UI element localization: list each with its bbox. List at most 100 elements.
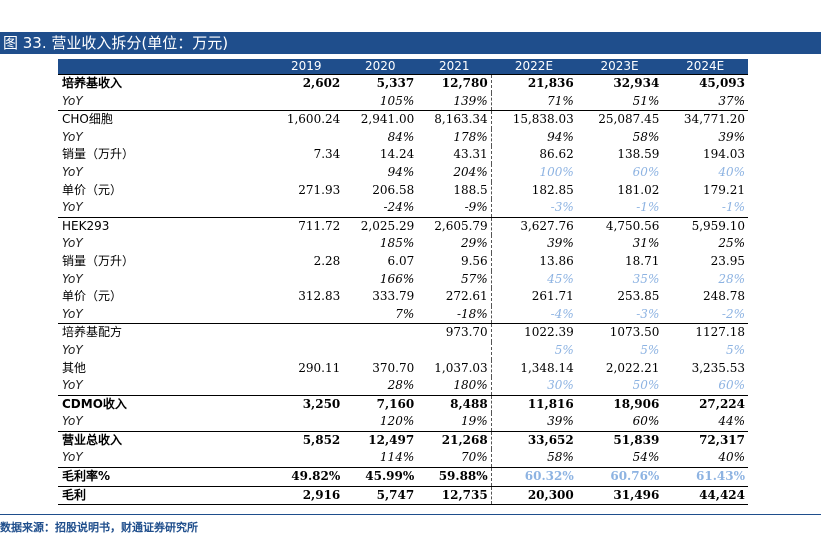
row-label: YoY bbox=[62, 450, 83, 465]
header-cell: 2019 bbox=[269, 59, 344, 75]
table-cell: 45.99% bbox=[343, 467, 418, 487]
table-cell: 57% bbox=[417, 270, 492, 289]
table-cell: 1,037.03 bbox=[417, 359, 492, 378]
row-label: CDMO收入 bbox=[58, 394, 270, 414]
table-row: CHO细胞 1,600.24 2,941.00 8,163.34 15,838.03 25… bbox=[58, 110, 748, 129]
table-cell: 18.71 bbox=[624, 253, 660, 268]
table-cell: 28% bbox=[387, 378, 415, 393]
table-cell: 2,022.21 bbox=[605, 360, 660, 375]
table-cell: 27,224 bbox=[662, 394, 748, 414]
table-row: YoY 166% 57% 45% 35% 28% bbox=[58, 270, 748, 289]
table-cell: -3% bbox=[550, 200, 574, 215]
table-cell: 23.95 bbox=[710, 253, 745, 268]
table-cell: 60% bbox=[632, 164, 660, 179]
table-cell: 180% bbox=[417, 377, 492, 396]
table-cell: 711.72 bbox=[269, 216, 344, 236]
table-cell: 272.61 bbox=[417, 288, 492, 306]
table-cell: 54% bbox=[632, 450, 660, 465]
table-row: 其他 290.11 370.70 1,037.03 1,348.14 2,022.21 3,… bbox=[58, 359, 748, 378]
table-cell: -4% bbox=[550, 306, 574, 321]
table-cell: 204% bbox=[417, 163, 492, 182]
table-cell: -2% bbox=[721, 306, 745, 321]
table-row: 销量（万升） 2.28 6.07 9.56 13.86 18.71 23.95 bbox=[58, 252, 748, 271]
table-cell: 39% bbox=[547, 236, 574, 251]
table-cell: 1,348.14 bbox=[520, 360, 574, 375]
table-cell: 2.28 bbox=[313, 253, 341, 268]
table-cell bbox=[269, 271, 343, 289]
table-cell: 114% bbox=[379, 450, 415, 465]
table-row: CDMO收入 3,250 7,160 8,488 11,816 18,906 27,224 bbox=[58, 394, 748, 414]
table-cell: 182.85 bbox=[531, 182, 574, 197]
row-label: YoY bbox=[62, 236, 83, 251]
table-cell: 58% bbox=[632, 129, 660, 144]
table-cell: 51,839 bbox=[576, 430, 663, 450]
row-label: YoY bbox=[62, 342, 83, 357]
row-label: 毛利 bbox=[58, 485, 270, 506]
row-label: 销量（万升） bbox=[62, 253, 135, 268]
table-cell: 253.85 bbox=[617, 289, 660, 304]
table-cell: 7.34 bbox=[313, 147, 341, 162]
table-cell: 39% bbox=[718, 129, 745, 144]
table-cell: -1% bbox=[721, 200, 745, 215]
row-label: YoY bbox=[62, 378, 83, 393]
table-row: YoY 105% 139% 71% 51% 37% bbox=[58, 92, 748, 111]
table-cell: 60% bbox=[632, 414, 660, 429]
table-row: YoY 120% 19% 39% 60% 44% bbox=[58, 413, 748, 432]
table-cell: 84% bbox=[387, 129, 415, 144]
table-row: YoY 7% -18% -4% -3% -2% bbox=[58, 305, 748, 324]
table-cell bbox=[269, 129, 343, 147]
table-cell: 61.43% bbox=[662, 467, 748, 487]
table-cell: -9% bbox=[417, 199, 492, 218]
table-cell: 94% bbox=[387, 164, 415, 179]
table-cell: 206.58 bbox=[372, 182, 415, 197]
bottom-divider bbox=[0, 514, 821, 515]
table-cell: 14.24 bbox=[379, 147, 415, 162]
table-cell: 6.07 bbox=[387, 253, 415, 268]
table-cell: 45% bbox=[547, 271, 574, 286]
table-cell: 21,268 bbox=[417, 430, 492, 450]
table-header-row: 2019 2020 2021 2022E 2023E 2024E bbox=[58, 59, 748, 75]
table-row: YoY 28% 180% 30% 50% 60% bbox=[58, 377, 748, 396]
table-cell: 34,771.20 bbox=[662, 110, 748, 129]
table-cell: 45,093 bbox=[662, 73, 748, 93]
row-label: 营业总收入 bbox=[58, 430, 270, 450]
row-label: 培养基收入 bbox=[58, 73, 270, 93]
table-cell: 31,496 bbox=[576, 485, 663, 506]
table-cell: 60.32% bbox=[491, 467, 577, 487]
table-cell: 139% bbox=[417, 92, 492, 111]
table-cell bbox=[269, 235, 343, 253]
table-cell: 178% bbox=[417, 128, 492, 147]
row-label: 单价（元） bbox=[62, 289, 123, 304]
table-cell bbox=[269, 164, 343, 182]
table-cell: 2,605.79 bbox=[417, 216, 492, 236]
table-cell: 59.88% bbox=[417, 467, 492, 487]
table-cell: 2,916 bbox=[269, 485, 344, 506]
header-cell: 2021 bbox=[417, 59, 492, 75]
row-label: YoY bbox=[62, 164, 83, 179]
table-cell: 3,627.76 bbox=[491, 216, 577, 236]
table-cell bbox=[269, 199, 343, 217]
table-row: 单价（元） 271.93 206.58 188.5 182.85 181.02 179.21 bbox=[58, 181, 748, 200]
table-cell: -18% bbox=[417, 305, 492, 324]
table-cell: 49.82% bbox=[269, 467, 344, 487]
table-cell: -3% bbox=[636, 306, 660, 321]
table-row: 毛利率% 49.82% 45.99% 59.88% 60.32% 60.76% 61.43% bbox=[58, 467, 748, 487]
table-cell: 7,160 bbox=[343, 394, 418, 414]
table-cell: 37% bbox=[718, 93, 745, 108]
table-row: YoY 185% 29% 39% 31% 25% bbox=[58, 235, 748, 253]
table-cell: 11,816 bbox=[491, 394, 577, 414]
table-cell: 18,906 bbox=[576, 394, 663, 414]
row-label: HEK293 bbox=[58, 216, 270, 236]
table-cell: 25% bbox=[718, 236, 745, 251]
table-cell: 12,497 bbox=[343, 430, 418, 450]
table-cell: 44,424 bbox=[662, 485, 748, 506]
table-cell bbox=[269, 342, 343, 360]
table-cell: 105% bbox=[379, 93, 415, 108]
table-cell: 5,852 bbox=[269, 430, 344, 450]
header-cell: 2024E bbox=[662, 59, 748, 75]
table-cell: 290.11 bbox=[298, 360, 341, 375]
table-row: 营业总收入 5,852 12,497 21,268 33,652 51,839 72,317 bbox=[58, 430, 748, 450]
table-cell: 35% bbox=[632, 271, 660, 286]
table-cell: 166% bbox=[379, 271, 415, 286]
table-cell: 179.21 bbox=[703, 182, 745, 197]
